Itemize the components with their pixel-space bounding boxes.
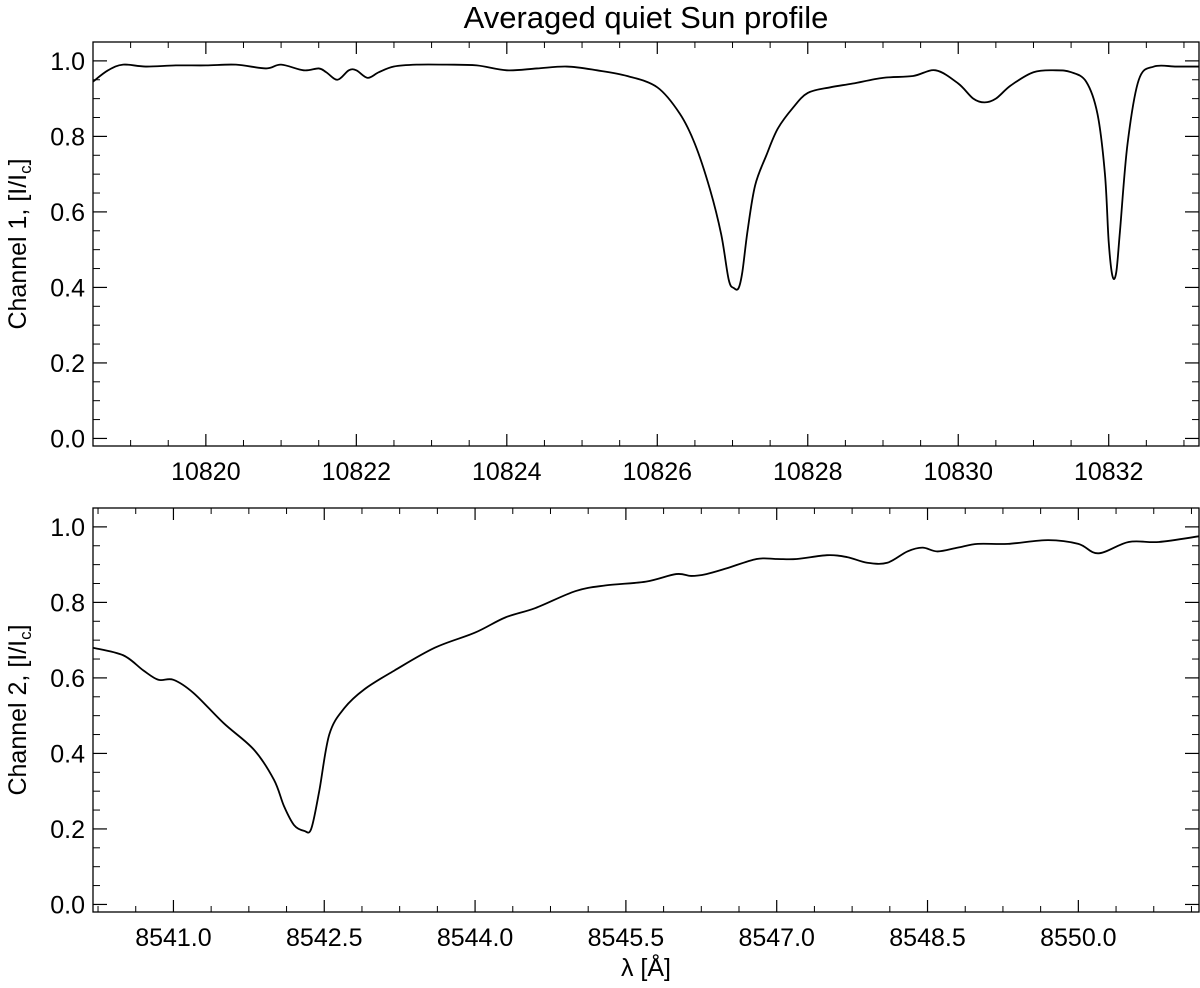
- channel-1-line: [92, 63, 1199, 291]
- x-tick-label: 8544.0: [437, 924, 513, 952]
- y-tick-label: 0.2: [50, 816, 85, 844]
- figure-title: Averaged quiet Sun profile: [464, 0, 829, 35]
- x-tick-label: 8542.5: [286, 924, 362, 952]
- channel-1-y-axis-label: Channel 1, [I/Ic]: [4, 158, 35, 329]
- y-tick-label: 1.0: [50, 48, 85, 76]
- x-tick-label: 10830: [923, 458, 993, 486]
- x-axis-label: λ [Å]: [621, 952, 671, 982]
- channel-2-plot-frame: [92, 507, 1200, 913]
- y-tick-label: 0.8: [50, 589, 85, 617]
- x-tick-label: 8548.5: [889, 924, 965, 952]
- x-tick-label: 10832: [1074, 458, 1144, 486]
- x-tick-label: 10822: [322, 458, 392, 486]
- y-tick-label: 0.6: [50, 665, 85, 693]
- y-tick-label: 0.6: [50, 199, 85, 227]
- x-tick-label: 8541.0: [135, 924, 211, 952]
- channel-1-plot-frame: [92, 41, 1200, 447]
- x-tick-label: 8545.5: [588, 924, 664, 952]
- y-tick-label: 0.0: [50, 891, 85, 919]
- channel-2-panel: 8541.0 8542.5 8544.0 8545.5 8547.0 8548.5 8550…: [4, 507, 1200, 952]
- y-tick-label: 0.0: [50, 425, 85, 453]
- y-tick-label: 0.8: [50, 123, 85, 151]
- y-tick-label: 0.4: [50, 274, 85, 302]
- y-tick-label: 0.4: [50, 740, 85, 768]
- channel-1-panel: 10820 10822 10824 10826 10828 10830 10832 0.0 0.…: [4, 41, 1200, 486]
- x-tick-label: 10824: [472, 458, 542, 486]
- channel-2-line: [92, 535, 1200, 834]
- y-tick-label: 1.0: [50, 514, 85, 542]
- x-tick-label: 10820: [171, 458, 241, 486]
- y-tick-label: 0.2: [50, 350, 85, 378]
- x-tick-label: 10826: [623, 458, 693, 486]
- x-tick-label: 8547.0: [738, 924, 814, 952]
- channel-2-y-axis-label: Channel 2, [I/Ic]: [4, 624, 35, 795]
- x-tick-label: 10828: [773, 458, 843, 486]
- x-tick-label: 8550.0: [1040, 924, 1116, 952]
